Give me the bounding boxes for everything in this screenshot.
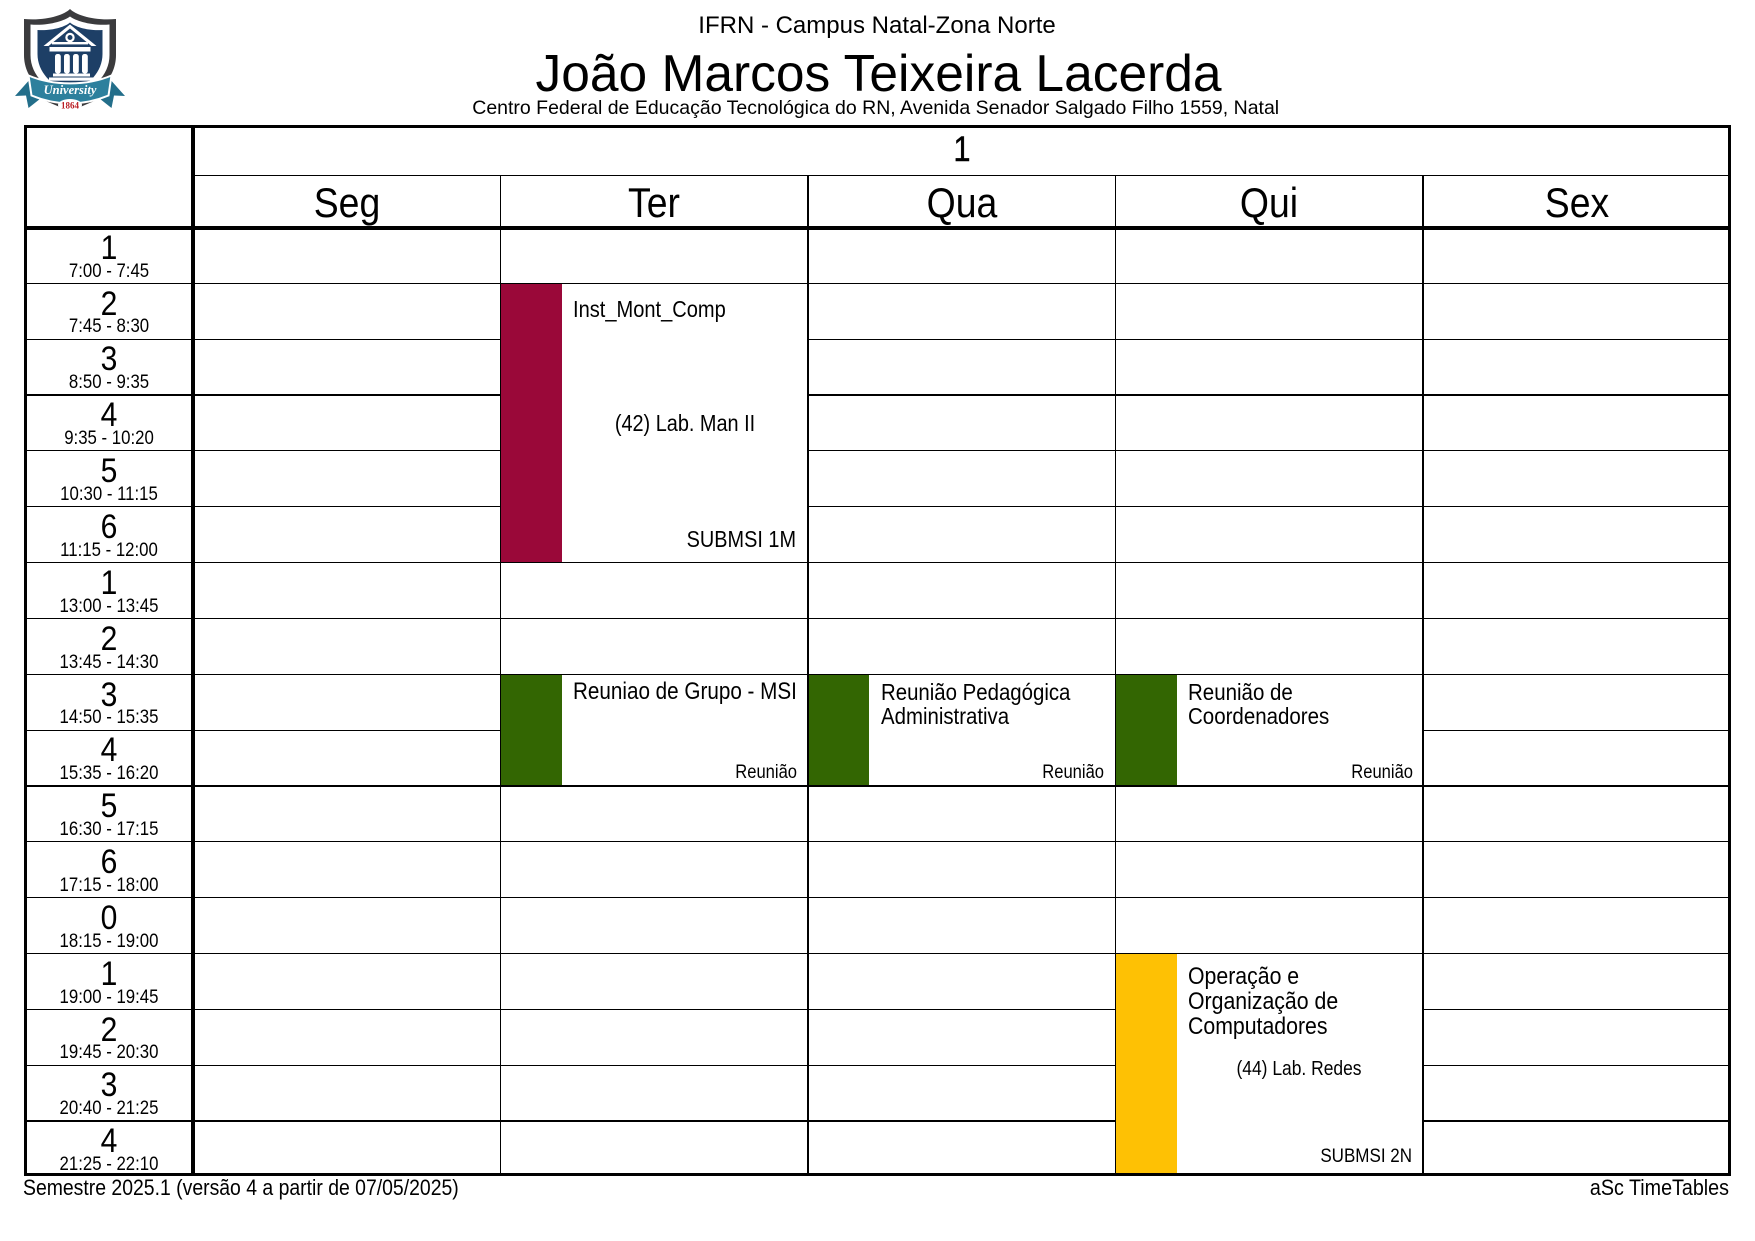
svg-text:1864: 1864	[61, 101, 80, 111]
svg-text:University: University	[44, 83, 97, 97]
